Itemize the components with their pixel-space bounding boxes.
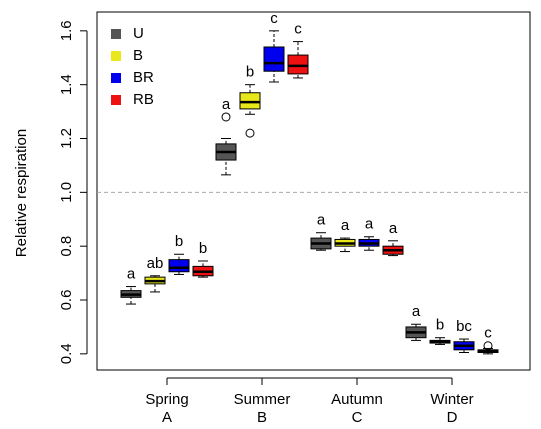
y-tick-label: 0.8 [58, 236, 75, 257]
x-tick-label: Spring [145, 391, 188, 408]
box [168, 259, 190, 273]
group-letter: b [436, 317, 444, 334]
box [287, 54, 309, 75]
x-tick-sublabel: C [352, 409, 363, 426]
group-letter: a [317, 212, 326, 229]
outlier [221, 112, 231, 122]
y-tick-label: 1.6 [58, 20, 75, 41]
legend-label: BR [133, 69, 154, 86]
group-letter: b [199, 240, 207, 257]
y-tick-label: 1.0 [58, 182, 75, 203]
group-letter: a [412, 303, 421, 320]
outlier [483, 341, 493, 351]
x-tick-sublabel: A [162, 409, 172, 426]
legend-label: U [133, 25, 144, 42]
y-tick-label: 0.4 [58, 343, 75, 364]
x-tick-label: Summer [234, 391, 291, 408]
group-letter: a [389, 220, 398, 237]
y-tick-label: 1.4 [58, 74, 75, 95]
y-tick-label: 1.2 [58, 128, 75, 149]
box [239, 92, 261, 110]
x-tick-sublabel: B [257, 409, 267, 426]
group-letter: a [341, 217, 350, 234]
group-letter: c [484, 325, 492, 342]
group-letter: a [365, 216, 374, 233]
group-letter: a [127, 266, 136, 283]
plot-frame [96, 11, 531, 371]
group-letter: b [175, 233, 183, 250]
x-tick-sublabel: D [447, 409, 458, 426]
legend-swatch [111, 95, 121, 105]
legend-swatch [111, 73, 121, 83]
group-letter: c [294, 21, 302, 38]
group-letter: ab [147, 255, 164, 272]
legend-label: RB [133, 91, 154, 108]
group-letter: c [270, 10, 278, 27]
x-tick-label: Autumn [331, 391, 383, 408]
box [263, 46, 285, 72]
group-letter: bc [456, 318, 472, 335]
y-tick-label: 0.6 [58, 290, 75, 311]
y-axis-label: Relative respiration [13, 129, 30, 257]
legend-swatch [111, 51, 121, 61]
legend-label: B [133, 47, 143, 64]
outlier [245, 128, 255, 138]
group-letter: b [246, 64, 254, 81]
x-tick-label: Winter [430, 391, 473, 408]
legend-swatch [111, 29, 121, 39]
group-letter: a [222, 96, 231, 113]
